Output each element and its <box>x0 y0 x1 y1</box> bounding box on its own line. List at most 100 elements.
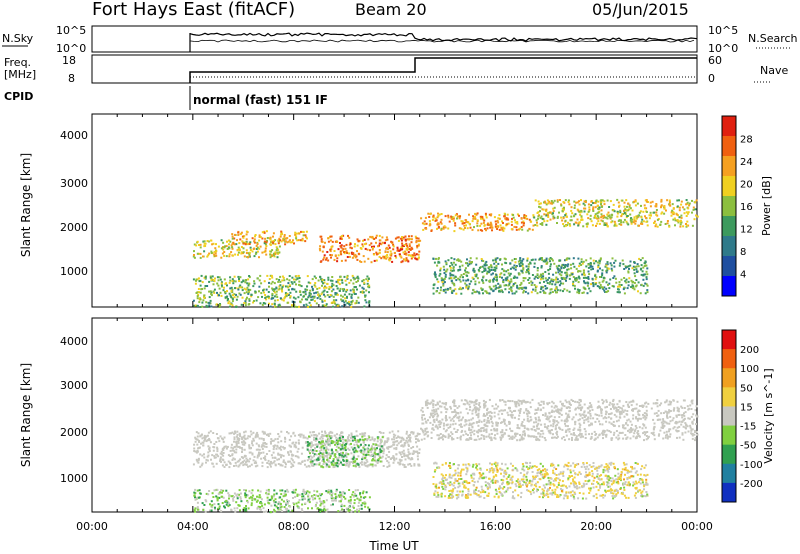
scatter-cell <box>564 214 567 217</box>
scatter-cell <box>584 276 587 279</box>
scatter-cell <box>460 274 463 277</box>
scatter-cell <box>564 277 567 280</box>
scatter-cell <box>239 286 242 289</box>
scatter-cell <box>228 432 231 435</box>
scatter-cell <box>490 412 493 414</box>
scatter-cell <box>329 239 332 242</box>
scatter-cell <box>436 427 439 430</box>
scatter-cell <box>370 261 373 264</box>
scatter-cell <box>270 454 273 457</box>
scatter-cell <box>466 412 469 415</box>
scatter-cell <box>577 270 580 272</box>
scatter-cell <box>298 280 301 283</box>
scatter-cell <box>367 257 370 260</box>
scatter-cell <box>472 269 475 272</box>
scatter-cell <box>345 250 348 253</box>
scatter-cell <box>284 292 287 295</box>
scatter-cell <box>578 200 580 203</box>
scatter-cell <box>276 445 279 448</box>
scatter-cell <box>510 278 513 281</box>
scatter-cell <box>239 462 242 465</box>
scatter-cell <box>503 215 506 218</box>
scatter-cell <box>339 251 342 254</box>
scatter-cell <box>268 450 271 452</box>
scatter-cell <box>640 221 643 224</box>
scatter-cell <box>565 258 568 261</box>
scatter-cell <box>692 208 695 211</box>
scatter-cell <box>403 466 406 468</box>
scatter-cell <box>265 288 268 291</box>
scatter-cell <box>272 461 275 464</box>
scatter-cell <box>229 294 232 297</box>
scatter-cell <box>519 227 522 230</box>
scatter-cell <box>652 432 654 435</box>
scatter-cell <box>633 219 636 222</box>
scatter-cell <box>340 461 342 464</box>
scatter-cell <box>483 224 486 227</box>
scatter-cell <box>462 228 465 231</box>
scatter-cell <box>215 433 218 435</box>
scatter-cell <box>551 409 554 412</box>
scatter-cell <box>669 401 672 404</box>
scatter-cell <box>425 431 428 434</box>
scatter-cell <box>216 303 218 306</box>
scatter-cell <box>421 410 424 413</box>
scatter-cell <box>380 460 383 463</box>
scatter-cell <box>407 456 410 459</box>
scatter-cell <box>245 463 248 466</box>
scatter-cell <box>350 296 353 299</box>
scatter-cell <box>517 399 520 402</box>
scatter-cell <box>233 440 235 443</box>
scatter-cell <box>623 268 626 270</box>
scatter-cell <box>373 456 376 459</box>
scatter-cell <box>368 436 371 439</box>
scatter-cell <box>306 459 309 462</box>
scatter-cell <box>450 273 453 276</box>
scatter-cell <box>495 223 498 226</box>
scatter-cell <box>313 275 316 278</box>
scatter-cell <box>379 456 382 459</box>
scatter-cell <box>231 300 234 303</box>
scatter-cell <box>452 266 455 269</box>
scatter-cell <box>598 260 601 263</box>
scatter-cell <box>329 248 332 251</box>
scatter-cell <box>635 284 638 287</box>
scatter-cell <box>531 228 534 231</box>
scatter-cell <box>333 454 336 457</box>
scatter-cell <box>281 286 284 289</box>
scatter-cell <box>238 464 241 467</box>
scatter-cell <box>353 443 356 446</box>
scatter-cell <box>229 303 232 306</box>
scatter-cell <box>301 239 304 242</box>
scatter-cell <box>637 290 639 293</box>
scatter-cell <box>303 459 306 462</box>
scatter-cell <box>532 224 535 227</box>
scatter-cell <box>375 234 378 237</box>
scatter-cell <box>310 442 313 445</box>
scatter-cell <box>400 459 403 462</box>
scatter-cell <box>424 432 427 435</box>
scatter-cell <box>506 411 509 414</box>
scatter-cell <box>335 445 338 448</box>
scatter-cell <box>611 285 614 287</box>
scatter-cell <box>587 217 590 220</box>
scatter-cell <box>511 259 514 262</box>
scatter-cell <box>568 277 571 280</box>
nsky-frame <box>91 25 698 53</box>
scatter-cell <box>288 235 291 237</box>
scatter-cell <box>432 287 435 290</box>
scatter-cell <box>560 282 562 285</box>
scatter-cell <box>424 216 427 219</box>
scatter-cell <box>544 292 547 295</box>
scatter-cell <box>675 415 678 418</box>
scatter-cell <box>334 292 337 294</box>
scatter-cell <box>247 252 250 255</box>
scatter-cell <box>499 431 502 434</box>
scatter-cell <box>575 407 577 410</box>
scatter-cell <box>445 424 448 427</box>
date-label: 05/Jun/2015 <box>592 0 689 19</box>
scatter-cell <box>245 230 248 233</box>
scatter-cell <box>452 420 455 423</box>
scatter-cell <box>284 465 287 468</box>
scatter-cell <box>210 252 213 254</box>
